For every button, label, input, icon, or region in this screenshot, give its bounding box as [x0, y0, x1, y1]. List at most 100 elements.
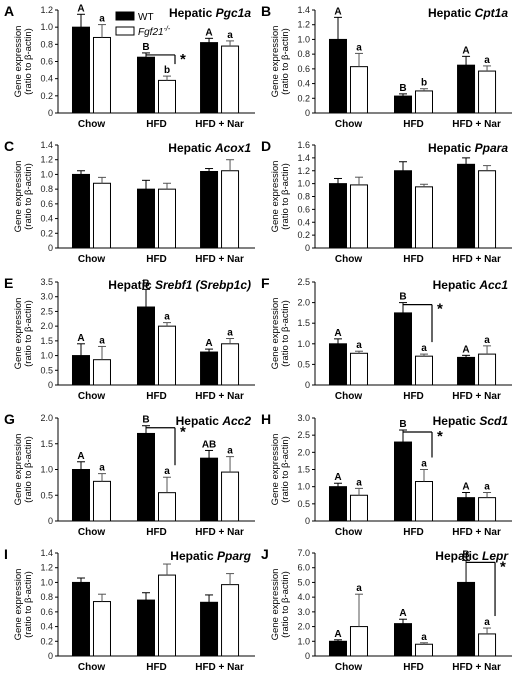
- significance-letter: B: [399, 292, 406, 303]
- y-axis-label-line1: Gene expression: [13, 434, 24, 506]
- bar-wt: [328, 183, 347, 249]
- bar-ko: [221, 45, 240, 114]
- y-tick-label: 1.0: [40, 577, 53, 587]
- panel-letter: B: [261, 3, 271, 19]
- y-axis-label-line1: Gene expression: [270, 569, 281, 641]
- y-tick-label: 0.2: [40, 636, 53, 646]
- y-tick-label: 0: [305, 380, 310, 390]
- y-tick-label: 0.4: [297, 217, 310, 227]
- significance-letter: a: [421, 343, 427, 354]
- y-tick-label: 1.5: [297, 318, 310, 328]
- y-tick-label: 0.4: [40, 74, 53, 84]
- bar-ko: [349, 66, 368, 114]
- bar-wt: [394, 441, 412, 522]
- y-tick-label: 3.5: [40, 277, 53, 287]
- significance-letter: a: [164, 466, 170, 477]
- chart-title: Hepatic Cpt1a: [428, 6, 508, 20]
- significance-letter: a: [99, 463, 105, 474]
- legend: WT Fgf21-/-: [115, 11, 171, 38]
- y-tick-label: 0: [305, 243, 310, 253]
- bar-wt: [200, 351, 219, 386]
- y-tick-label: 1.0: [40, 169, 53, 179]
- bar-ko: [158, 79, 176, 114]
- bar-ko: [221, 170, 240, 249]
- bar-wt: [328, 38, 347, 114]
- bar-wt: [200, 601, 219, 657]
- y-tick-label: 1.0: [297, 339, 310, 349]
- title-gene: Acc2: [221, 414, 251, 428]
- bar-wt: [71, 26, 90, 114]
- significance-letter: a: [356, 42, 362, 53]
- significance-letter: A: [334, 6, 341, 17]
- category-label: HFD + Nar: [452, 662, 501, 673]
- y-tick-label: 0.5: [297, 359, 310, 369]
- category-label: HFD: [146, 662, 167, 673]
- y-tick-label: 0.4: [40, 214, 53, 224]
- category-label: HFD + Nar: [452, 391, 501, 402]
- y-tick-label: 1.2: [40, 155, 53, 165]
- title-prefix: Hepatic: [168, 141, 215, 155]
- title-gene: Pparg: [217, 549, 252, 563]
- y-tick-label: 0.6: [40, 607, 53, 617]
- significance-letter: a: [164, 312, 170, 323]
- y-tick-label: 0.6: [297, 64, 310, 74]
- significance-letter: A: [77, 3, 84, 14]
- significance-letter: a: [421, 632, 427, 643]
- significance-letter: B: [142, 42, 149, 53]
- y-tick-label: 2.0: [40, 413, 53, 423]
- bar-wt: [71, 469, 90, 522]
- category-label: HFD + Nar: [195, 254, 244, 265]
- bar-wt: [137, 188, 155, 249]
- bar-ko: [349, 626, 368, 657]
- bar-ko: [221, 343, 240, 386]
- y-tick-label: 4.0: [297, 592, 310, 602]
- bar-ko: [478, 70, 497, 114]
- y-tick-label: 0.6: [40, 199, 53, 209]
- category-label: HFD: [146, 391, 167, 402]
- panel-J: J Hepatic Lepr 0 1.0 2.0 3.0 4.0 5.0 6.0 7.0 Gene …: [261, 546, 512, 673]
- title-gene: Lepr: [482, 549, 509, 563]
- chart-title: Hepatic Acc2: [176, 414, 252, 428]
- bar-wt: [457, 581, 476, 657]
- y-tick-label: 5.0: [297, 577, 310, 587]
- significance-star: *: [180, 51, 186, 68]
- y-tick-label: 1.0: [297, 34, 310, 44]
- y-tick-label: 0.5: [297, 499, 310, 509]
- y-axis-label: Gene expression(ratio to β-actin): [13, 26, 34, 98]
- y-tick-label: 0.2: [297, 93, 310, 103]
- bar-wt: [137, 599, 155, 657]
- bar-ko: [92, 480, 111, 522]
- y-axis-label-line2: (ratio to β-actin): [23, 436, 34, 503]
- category-label: Chow: [335, 254, 362, 265]
- y-tick-label: 1.6: [297, 140, 310, 150]
- chart-title: Hepatic Pgc1a: [169, 6, 251, 20]
- bar-wt: [200, 457, 219, 522]
- significance-letter: A: [77, 333, 84, 344]
- significance-star: *: [500, 558, 506, 575]
- y-tick-label: 0: [48, 243, 53, 253]
- category-label: HFD: [403, 662, 424, 673]
- bar-ko: [349, 352, 368, 386]
- panel-letter: A: [4, 3, 14, 19]
- category-label: Chow: [335, 119, 362, 130]
- panel-A: A Hepatic Pgc1a 0 0.2 0.4 0.6 0.8 1.0 1.2 Gene ex…: [4, 3, 255, 130]
- significance-letter: a: [227, 30, 233, 41]
- y-tick-label: 7.0: [297, 548, 310, 558]
- y-tick-label: 3.0: [297, 607, 310, 617]
- y-axis-label-line2: (ratio to β-actin): [280, 571, 291, 638]
- chart-title: Hepatic Pparg: [170, 549, 251, 563]
- y-axis-label-line2: (ratio to β-actin): [23, 163, 34, 230]
- bar-ko: [478, 633, 497, 657]
- bar-wt: [457, 497, 476, 522]
- category-label: HFD + Nar: [195, 119, 244, 130]
- chart-title: Hepatic Srebf1 (Srebp1c): [108, 278, 251, 292]
- bar-ko: [478, 497, 497, 522]
- y-tick-label: 1.5: [40, 336, 53, 346]
- significance-letter: A: [205, 338, 212, 349]
- y-tick-label: 2.5: [40, 306, 53, 316]
- y-tick-label: 1.0: [40, 465, 53, 475]
- panel-letter: D: [261, 138, 271, 154]
- significance-letter: A: [462, 344, 469, 355]
- y-axis-label-line2: (ratio to β-actin): [280, 163, 291, 230]
- bar-wt: [394, 95, 412, 114]
